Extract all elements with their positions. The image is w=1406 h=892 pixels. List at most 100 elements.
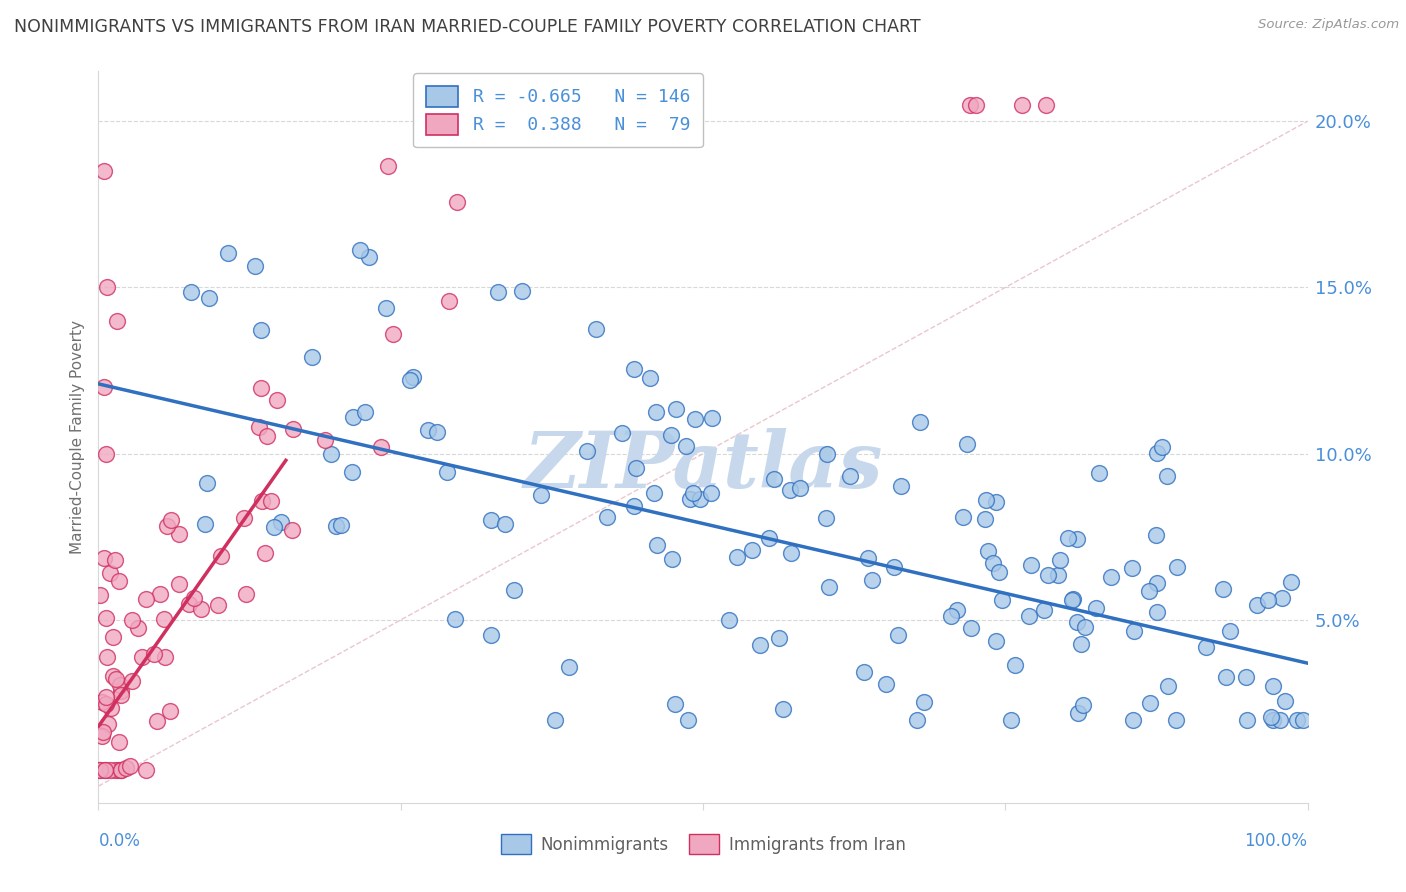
Point [416,423,439,437]
Point [638,371,661,385]
Point [91,725,114,739]
Point [883,560,905,574]
Point [1036,567,1059,582]
Point [446,194,468,209]
Point [1011,97,1033,112]
Point [741,543,763,558]
Point [108,678,131,692]
Point [1067,706,1090,721]
Point [103,630,125,644]
Point [149,586,172,600]
Point [93,550,115,565]
Point [1062,591,1084,606]
Point [207,599,229,613]
Point [510,284,533,298]
Point [194,516,217,531]
Point [907,713,929,727]
Point [118,758,141,772]
Point [763,472,786,486]
Point [814,511,837,525]
Point [665,401,688,416]
Point [908,415,931,429]
Point [110,763,132,777]
Point [256,428,278,442]
Point [941,609,963,624]
Point [217,246,239,260]
Point [1070,636,1092,650]
Text: ZIPatlas: ZIPatlas [523,428,883,505]
Point [357,250,380,264]
Point [1261,713,1284,727]
Point [121,674,143,689]
Point [645,405,668,419]
Point [965,97,987,112]
Point [436,465,458,479]
Point [398,373,420,387]
Point [342,465,364,479]
Point [108,735,131,749]
Point [103,668,125,682]
Point [1057,531,1080,545]
Point [105,314,128,328]
Point [623,362,645,376]
Point [249,381,271,395]
Point [946,603,969,617]
Point [93,763,115,777]
Point [153,650,176,665]
Point [100,566,122,580]
Point [682,485,704,500]
Point [283,422,305,436]
Point [1049,553,1071,567]
Point [991,592,1014,607]
Point [1285,713,1308,727]
Point [643,485,665,500]
Point [1274,694,1296,708]
Point [981,556,1004,570]
Point [624,461,647,475]
Point [159,704,181,718]
Y-axis label: Married-Couple Family Poverty: Married-Couple Family Poverty [70,320,86,554]
Point [110,763,132,777]
Point [1279,575,1302,590]
Point [544,713,567,727]
Point [167,576,190,591]
Point [959,97,981,112]
Point [156,519,179,533]
Point [576,444,599,458]
Point [974,492,997,507]
Point [1166,559,1188,574]
Point [1018,609,1040,624]
Point [281,524,304,538]
Point [1292,713,1315,727]
Point [100,701,122,715]
Point [1215,670,1237,684]
Point [349,244,371,258]
Point [890,479,912,493]
Point [135,592,157,607]
Point [89,763,111,777]
Point [105,672,128,686]
Point [1260,710,1282,724]
Point [585,322,607,336]
Point [853,665,876,680]
Point [381,326,404,341]
Point [437,293,460,308]
Point [93,380,115,394]
Point [183,591,205,605]
Point [98,763,121,777]
Point [768,632,790,646]
Point [1139,696,1161,710]
Point [254,546,277,560]
Point [875,677,897,691]
Point [89,763,111,777]
Point [330,518,353,533]
Point [1035,97,1057,112]
Point [96,698,118,712]
Point [558,660,581,674]
Point [1268,713,1291,727]
Point [1146,605,1168,619]
Point [596,510,619,524]
Point [1257,593,1279,607]
Point [860,573,883,587]
Point [444,612,467,626]
